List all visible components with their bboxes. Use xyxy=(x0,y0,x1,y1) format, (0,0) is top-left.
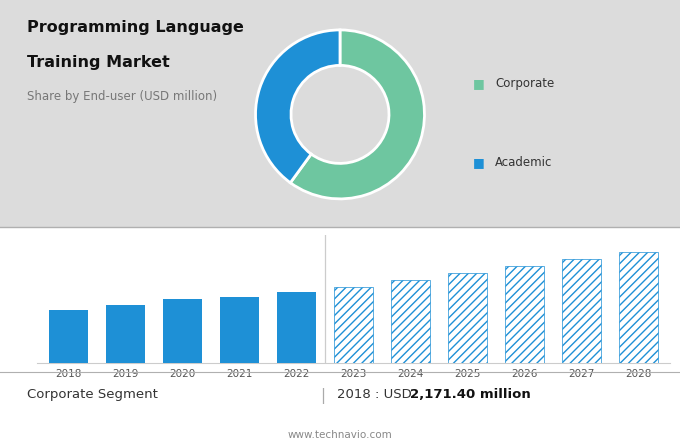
Bar xyxy=(448,273,487,363)
Text: |: | xyxy=(320,388,326,404)
Text: Programming Language: Programming Language xyxy=(27,20,244,35)
Text: Training Market: Training Market xyxy=(27,55,170,70)
Bar xyxy=(619,252,658,363)
Wedge shape xyxy=(290,30,424,199)
Bar xyxy=(277,292,316,363)
Bar xyxy=(335,287,373,363)
Text: Share by End-user (USD million): Share by End-user (USD million) xyxy=(27,90,218,103)
Bar xyxy=(505,266,544,363)
Text: Corporate Segment: Corporate Segment xyxy=(27,388,158,401)
Bar xyxy=(562,260,601,363)
Bar xyxy=(220,297,259,363)
Wedge shape xyxy=(256,30,340,183)
Text: ■: ■ xyxy=(473,77,484,90)
Bar xyxy=(106,305,145,363)
Bar xyxy=(391,280,430,363)
Bar xyxy=(50,310,88,363)
Text: ■: ■ xyxy=(473,156,484,169)
Text: www.technavio.com: www.technavio.com xyxy=(288,430,392,440)
Text: 2018 : USD: 2018 : USD xyxy=(337,388,415,401)
Text: Corporate: Corporate xyxy=(495,77,554,90)
Text: 2,171.40 million: 2,171.40 million xyxy=(410,388,531,401)
Bar xyxy=(163,300,202,363)
Text: Academic: Academic xyxy=(495,156,552,169)
